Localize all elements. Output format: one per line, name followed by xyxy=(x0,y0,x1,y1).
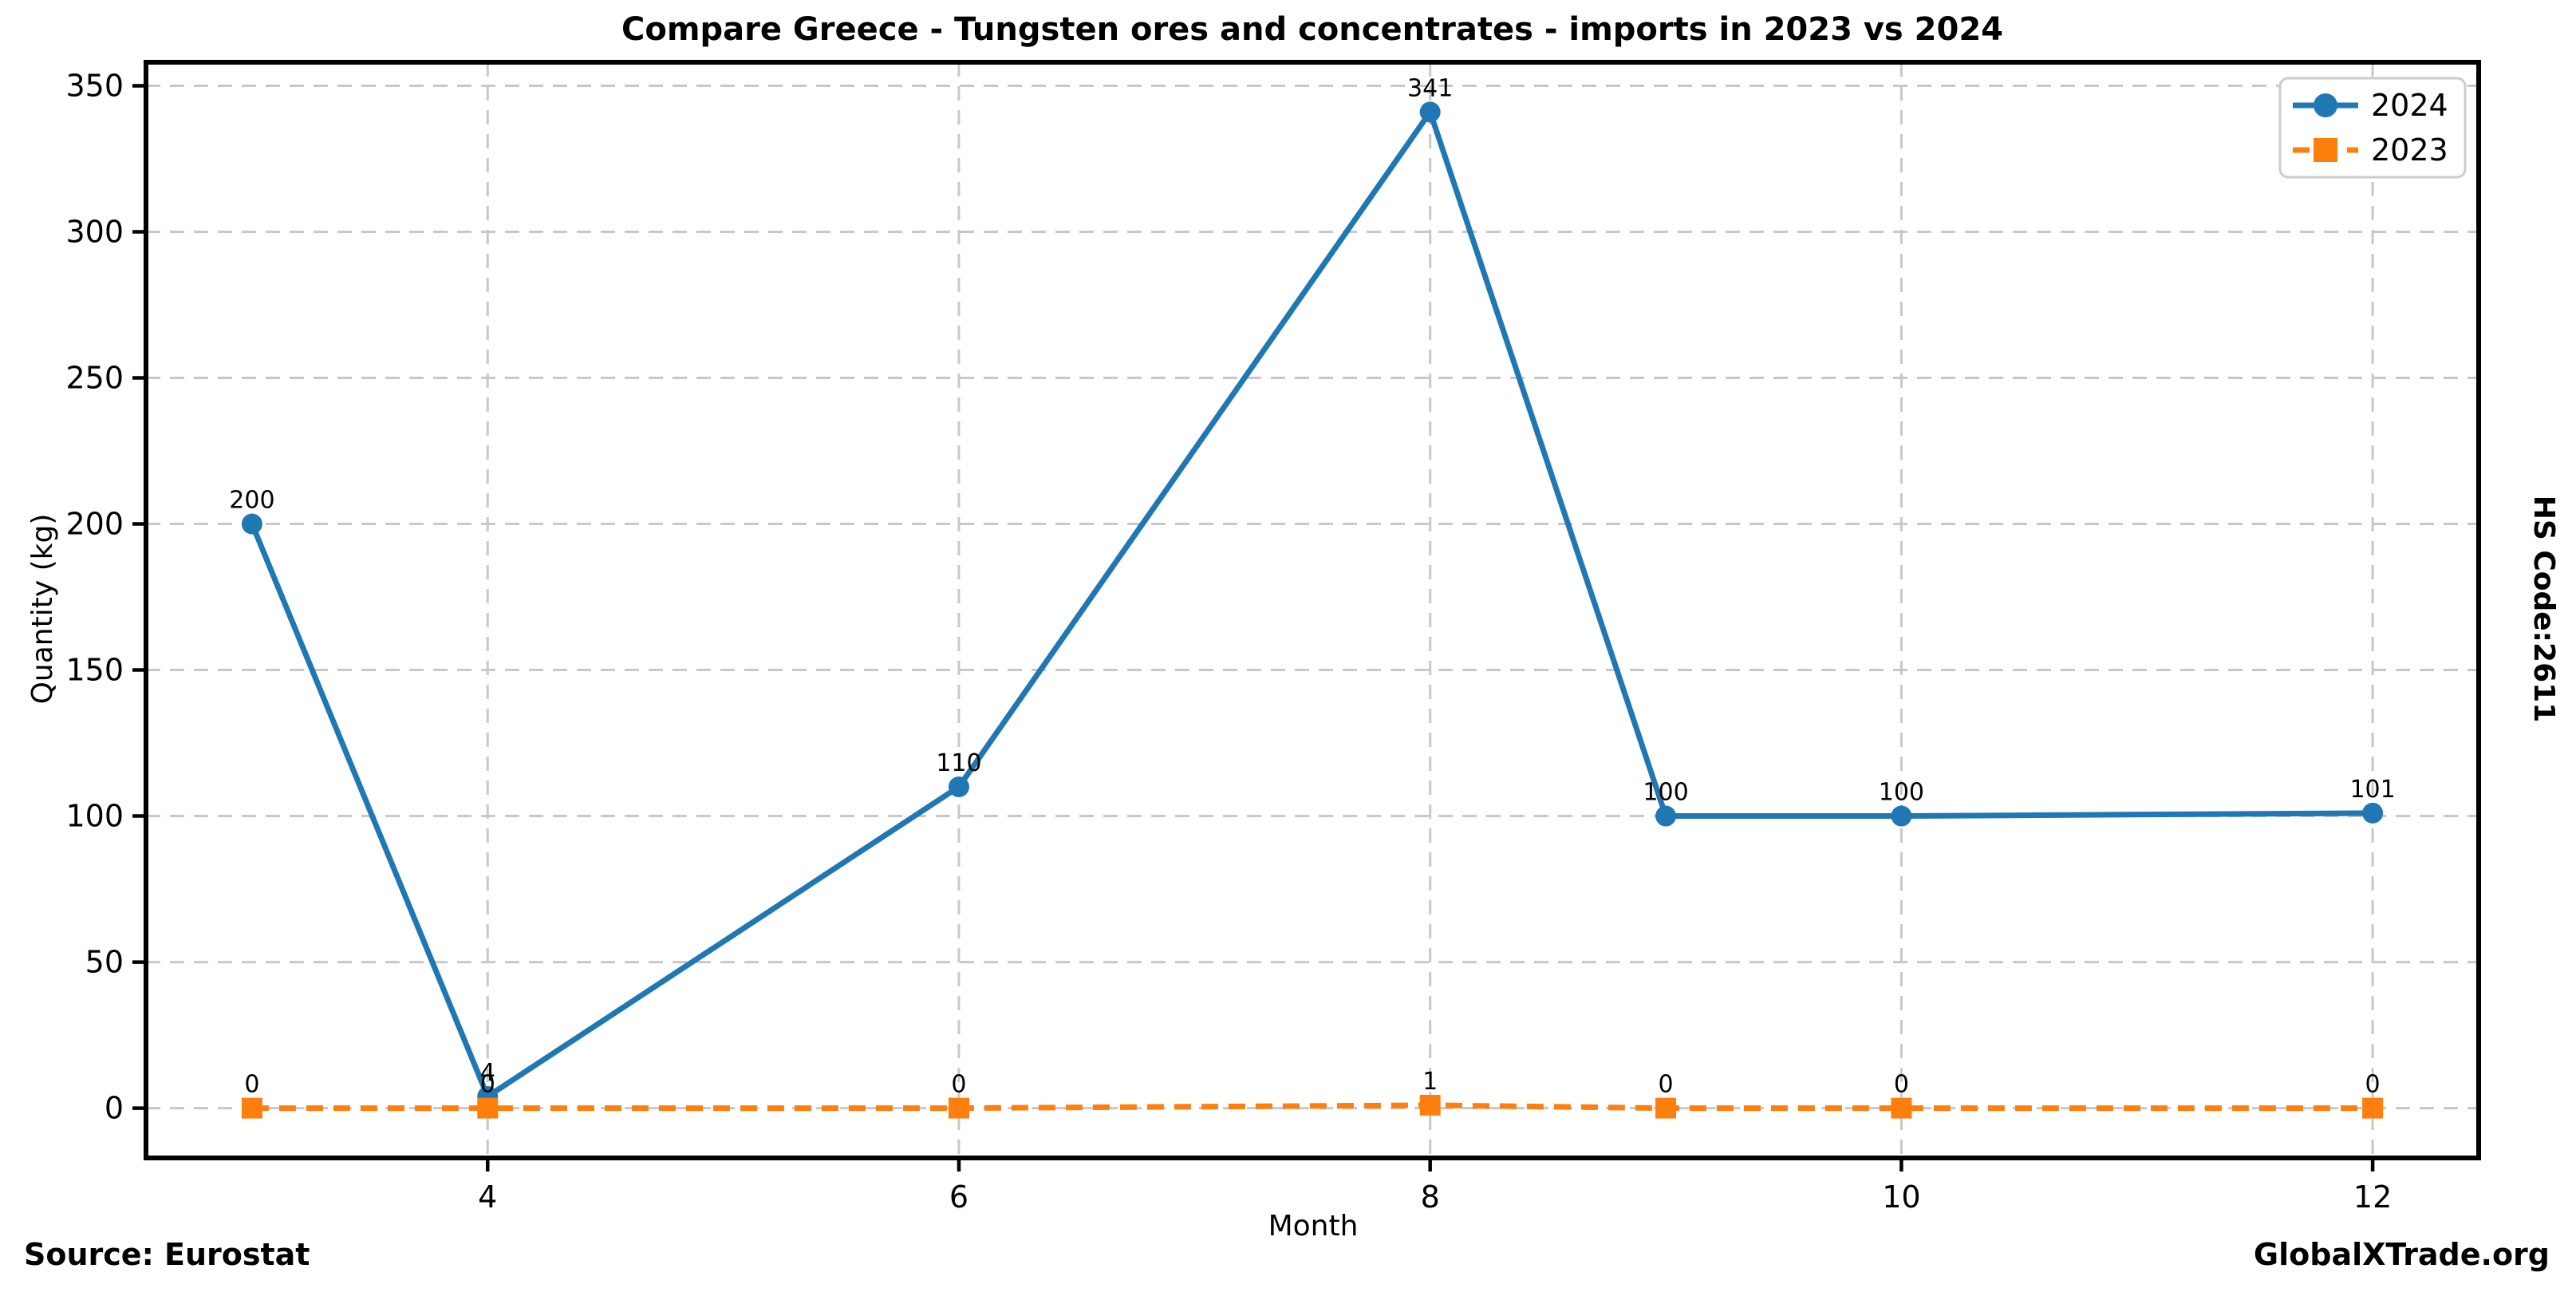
data-point-circle xyxy=(241,513,262,535)
legend-label: 2023 xyxy=(2371,132,2448,168)
point-label: 341 xyxy=(1407,74,1453,102)
y-tick-label: 150 xyxy=(65,653,124,688)
point-label: 1 xyxy=(1422,1068,1438,1096)
y-tick-label: 250 xyxy=(65,361,124,396)
plot-border xyxy=(144,60,2481,1160)
data-point-square xyxy=(948,1097,969,1119)
legend-marker-circle xyxy=(2314,93,2337,117)
data-point-square xyxy=(1655,1097,1677,1119)
y-tick-label: 300 xyxy=(65,214,124,249)
series-line xyxy=(249,109,2373,1100)
y-tick-label: 0 xyxy=(105,1091,124,1126)
x-tick-label: 12 xyxy=(2353,1179,2392,1215)
point-label: 0 xyxy=(1894,1071,1909,1099)
hs-code-label: HS Code:2611 xyxy=(2527,495,2560,723)
source-label: Source: Eurostat xyxy=(24,1237,310,1272)
point-label: 101 xyxy=(2349,776,2395,804)
data-point-circle xyxy=(1655,805,1677,827)
series-2024 xyxy=(241,101,2384,1107)
chart-title: Compare Greece - Tungsten ores and conce… xyxy=(621,11,2003,48)
legend-item-2024: 2024 xyxy=(2293,88,2448,123)
point-label: 0 xyxy=(1658,1071,1673,1099)
brand-label: GlobalXTrade.org xyxy=(2253,1237,2550,1272)
data-point-square xyxy=(477,1097,499,1119)
y-tick-label: 350 xyxy=(65,68,124,103)
point-label: 110 xyxy=(936,749,981,777)
y-tick-label: 100 xyxy=(65,799,124,834)
x-tick-label: 4 xyxy=(478,1179,497,1215)
x-axis-label: Month xyxy=(1268,1210,1359,1243)
y-tick-label: 200 xyxy=(65,507,124,542)
data-point-circle xyxy=(948,776,969,797)
point-label: 0 xyxy=(244,1071,259,1099)
x-tick-label: 8 xyxy=(1421,1179,1440,1215)
x-tick-label: 6 xyxy=(949,1179,968,1215)
point-label: 100 xyxy=(1643,779,1688,807)
point-label: 0 xyxy=(951,1071,966,1099)
point-label: 0 xyxy=(2365,1071,2381,1099)
series-line xyxy=(251,1102,2373,1112)
legend-label: 2024 xyxy=(2371,88,2448,123)
x-tick-label: 10 xyxy=(1882,1179,1920,1215)
series-2023 xyxy=(241,1094,2384,1119)
data-point-square xyxy=(1891,1097,1912,1119)
point-label: 4 xyxy=(480,1059,495,1087)
y-tick-label: 50 xyxy=(85,945,124,980)
data-point-square xyxy=(241,1097,262,1119)
point-label: 0 xyxy=(480,1071,495,1099)
point-label: 100 xyxy=(1879,779,1924,807)
y-axis-label: Quantity (kg) xyxy=(26,513,59,705)
point-label: 200 xyxy=(229,487,274,515)
legend-marker-square xyxy=(2314,138,2337,162)
data-point-circle xyxy=(1891,805,1912,827)
data-point-square xyxy=(2362,1097,2384,1119)
legend-item-2023: 2023 xyxy=(2293,132,2448,168)
data-point-square xyxy=(1419,1094,1441,1116)
data-point-circle xyxy=(2362,802,2384,824)
data-point-circle xyxy=(1419,101,1441,123)
legend: 2024 2023 xyxy=(2278,77,2467,179)
